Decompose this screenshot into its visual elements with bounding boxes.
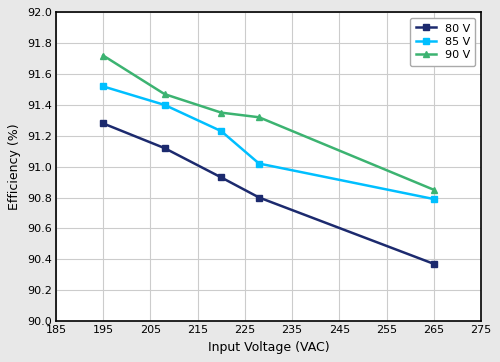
90 V [431, 188, 437, 192]
X-axis label: Input Voltage (VAC): Input Voltage (VAC) [208, 341, 330, 354]
80 V [100, 121, 106, 126]
80 V [218, 175, 224, 180]
90 V [100, 53, 106, 58]
90 V [162, 92, 168, 96]
Line: 80 V: 80 V [100, 120, 437, 267]
90 V [218, 110, 224, 115]
Legend: 80 V, 85 V, 90 V: 80 V, 85 V, 90 V [410, 18, 476, 66]
80 V [162, 146, 168, 150]
Line: 90 V: 90 V [100, 52, 437, 193]
85 V [100, 84, 106, 89]
85 V [256, 161, 262, 166]
85 V [162, 103, 168, 107]
Y-axis label: Efficiency (%): Efficiency (%) [8, 123, 22, 210]
Line: 85 V: 85 V [100, 83, 437, 202]
85 V [431, 197, 437, 201]
90 V [256, 115, 262, 119]
80 V [431, 262, 437, 266]
85 V [218, 129, 224, 133]
80 V [256, 195, 262, 200]
